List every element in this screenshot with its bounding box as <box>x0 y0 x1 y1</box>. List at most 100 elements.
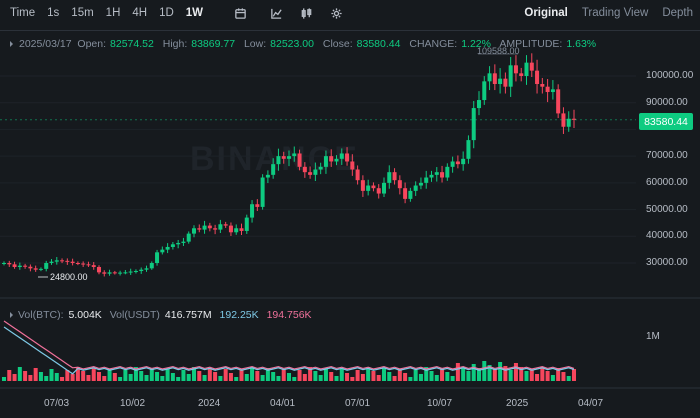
timeframe-15m[interactable]: 15m <box>71 7 94 19</box>
candle-body <box>112 272 117 274</box>
candle-body <box>123 272 128 274</box>
chart-mode-tabs: Original Trading View Depth <box>517 0 700 26</box>
volume-bar <box>535 374 540 381</box>
chart-toolbar: Time 1s 15m 1H 4H 1D 1W <box>0 0 700 26</box>
indicator-icon[interactable] <box>269 6 283 20</box>
settings-icon[interactable] <box>329 6 343 20</box>
vol-btc-value: 5.004K <box>68 309 102 321</box>
x-tick: 07/01 <box>345 398 371 409</box>
volume-bar <box>524 371 529 381</box>
volume-bar <box>265 368 270 381</box>
volume-bar <box>413 370 418 381</box>
collapse-caret-icon[interactable] <box>10 41 13 47</box>
volume-bar <box>482 361 487 381</box>
candle-body <box>91 265 96 268</box>
candle-body <box>1 263 7 264</box>
volume-bar <box>492 369 497 381</box>
volume-bar <box>23 371 28 381</box>
tab-depth[interactable]: Depth <box>662 7 693 19</box>
volume-bar <box>318 375 323 381</box>
candle-body <box>28 266 33 269</box>
volume-bar <box>107 369 112 381</box>
candle-body <box>376 188 381 194</box>
candle-body <box>144 268 149 270</box>
candle-body <box>223 224 228 226</box>
volume-bar <box>440 368 445 381</box>
timeframe-4h[interactable]: 4H <box>132 7 148 19</box>
volume-bar <box>286 373 292 381</box>
volume-bar <box>160 376 165 381</box>
timeframe-time[interactable]: Time <box>10 7 36 19</box>
candle-body <box>250 204 255 218</box>
candle-body <box>440 172 445 178</box>
timeframe-1d[interactable]: 1D <box>159 7 174 19</box>
volume-bar <box>476 368 482 381</box>
candle-body <box>476 100 482 109</box>
volume-bar <box>519 367 524 381</box>
volume-bar <box>556 368 561 381</box>
candle-body <box>65 260 70 262</box>
candle-body <box>297 153 302 167</box>
candle-body <box>70 261 75 263</box>
volume-bar <box>424 367 429 381</box>
volume-bar <box>96 372 102 381</box>
candle-body <box>286 156 292 159</box>
volume-ma-line-pink <box>3 320 575 370</box>
candle-body <box>381 182 387 194</box>
timeframe-1h[interactable]: 1H <box>105 7 121 19</box>
candle-body <box>165 246 170 250</box>
candle-body <box>60 260 65 262</box>
timeframe-1s[interactable]: 1s <box>47 7 60 19</box>
candle-body <box>271 164 276 175</box>
calendar-icon[interactable] <box>233 6 247 20</box>
candle-body <box>371 185 376 189</box>
volume-bar <box>38 372 43 381</box>
volume-bar <box>255 371 260 381</box>
candle-body <box>207 225 212 229</box>
x-tick: 2024 <box>198 398 221 409</box>
volume-bar <box>366 367 371 381</box>
amplitude-label: AMPLITUDE: <box>499 38 563 50</box>
candle-body <box>23 265 28 267</box>
candle-body <box>128 271 133 273</box>
volume-bar <box>397 369 402 381</box>
volume-bar <box>297 370 302 381</box>
change-label: CHANGE: <box>409 38 458 50</box>
volume-bar <box>302 374 307 381</box>
candle-settings-icon[interactable] <box>299 6 313 20</box>
volume-bar <box>81 371 86 381</box>
candle-body <box>556 89 561 114</box>
price-tick: 30000.00 <box>646 257 688 268</box>
volume-bar <box>540 367 545 381</box>
x-tick: 2025 <box>506 398 529 409</box>
price-tick: 70000.00 <box>646 150 688 161</box>
candle-body <box>265 174 270 178</box>
x-tick: 04/01 <box>270 398 296 409</box>
tab-trading-view[interactable]: Trading View <box>581 7 649 19</box>
tab-original[interactable]: Original <box>524 7 568 19</box>
volume-bar <box>139 371 144 381</box>
candle-body <box>49 261 54 263</box>
volume-bar <box>202 375 207 381</box>
timeframe-1w[interactable]: 1W <box>185 7 204 19</box>
volume-bar <box>313 371 318 381</box>
candle-body <box>155 252 160 263</box>
volume-bar <box>155 372 160 381</box>
volume-bar <box>498 362 503 381</box>
volume-bar <box>133 367 138 381</box>
volume-bar <box>197 371 202 381</box>
volume-bar <box>550 375 555 381</box>
high-value: 83869.77 <box>191 38 236 50</box>
volume-bar <box>128 374 133 381</box>
vol-ma2-value: 194.756K <box>266 309 312 321</box>
candle-body <box>308 172 313 175</box>
candle-body <box>96 267 102 273</box>
volume-caret-icon[interactable] <box>10 312 13 318</box>
vol-ma1-value: 192.25K <box>219 309 259 321</box>
candle-body <box>466 140 471 159</box>
candle-body <box>318 166 323 170</box>
volume-bar <box>144 375 149 381</box>
candle-body <box>281 156 286 159</box>
volume-bar <box>355 370 360 381</box>
